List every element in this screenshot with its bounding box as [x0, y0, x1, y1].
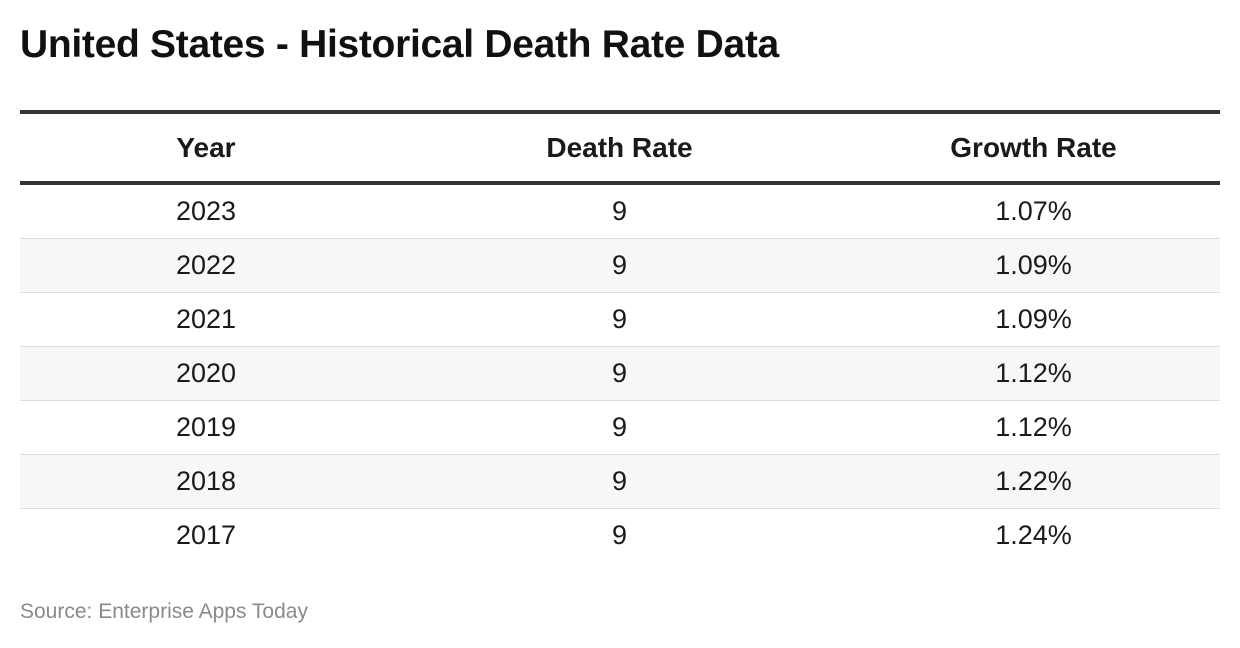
- cell-growth-rate: 1.12%: [847, 346, 1220, 401]
- cell-death-rate: 9: [611, 520, 628, 550]
- cell-year: 2017: [175, 520, 237, 550]
- cell-growth-rate: 1.22%: [847, 454, 1220, 509]
- column-header-year: Year: [176, 131, 236, 163]
- cell-death-rate: 9: [392, 346, 847, 401]
- table-row: 2023 9 1.07%: [20, 183, 1220, 239]
- cell-death-rate: 9: [392, 183, 847, 239]
- cell-growth-rate: 1.24%: [995, 520, 1072, 550]
- column-header-growth-rate: Growth Rate: [950, 131, 1117, 163]
- table-row: 2021 9 1.09%: [20, 292, 1220, 347]
- cell-year: 2020: [20, 346, 392, 401]
- table-row: 2018 9 1.22%: [20, 454, 1220, 509]
- table-row: 2022 9 1.09%: [20, 238, 1220, 293]
- cell-year: 2021: [20, 292, 392, 347]
- page-title: United States - Historical Death Rate Da…: [20, 23, 779, 66]
- source-note: Source: Enterprise Apps Today: [20, 600, 308, 623]
- cell-growth-rate: 1.09%: [847, 238, 1220, 293]
- table-row: 2019 9 1.12%: [20, 400, 1220, 455]
- table-header-row: Year Death Rate Growth Rate: [20, 112, 1220, 183]
- death-rate-table-container: Year Death Rate Growth Rate 2023 9 1.07%…: [20, 110, 1220, 562]
- cell-year: 2019: [20, 400, 392, 455]
- cell-growth-rate: 1.12%: [847, 400, 1220, 455]
- cell-death-rate: 9: [392, 292, 847, 347]
- cell-year: 2022: [20, 238, 392, 293]
- table-row: 2020 9 1.12%: [20, 346, 1220, 401]
- column-header-death-rate: Death Rate: [546, 131, 693, 163]
- cell-year: 2018: [20, 454, 392, 509]
- cell-death-rate: 9: [392, 400, 847, 455]
- cell-growth-rate: 1.09%: [847, 292, 1220, 347]
- death-rate-table: Year Death Rate Growth Rate 2023 9 1.07%…: [20, 110, 1220, 562]
- table-row: 2017 9 1.24%: [20, 509, 1220, 563]
- cell-growth-rate: 1.07%: [847, 183, 1220, 239]
- cell-death-rate: 9: [392, 454, 847, 509]
- cell-death-rate: 9: [392, 238, 847, 293]
- cell-year: 2023: [20, 183, 392, 239]
